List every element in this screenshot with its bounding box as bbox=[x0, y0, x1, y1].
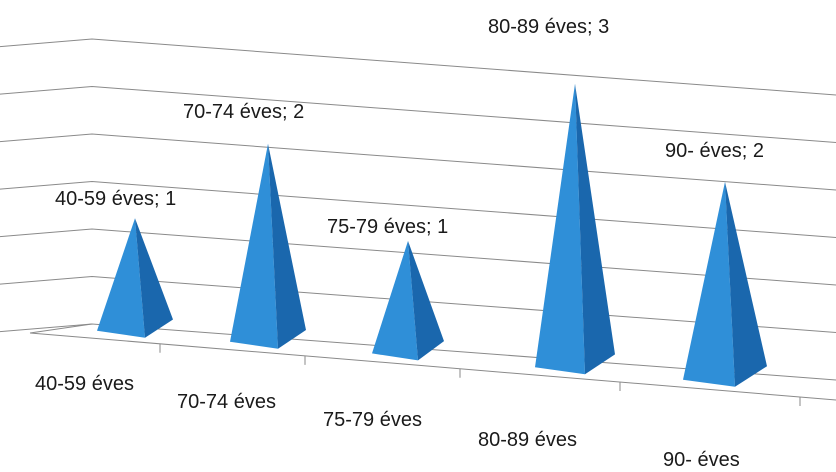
pyramid-face-front bbox=[683, 181, 735, 387]
data-labels: 40-59 éves; 1 70-74 éves; 2 75-79 éves; … bbox=[55, 16, 764, 238]
pyramid-face-front bbox=[372, 240, 418, 361]
pyramid-bar bbox=[535, 83, 615, 375]
floor-left-edge bbox=[29, 323, 93, 334]
gridline bbox=[0, 133, 836, 191]
data-label: 40-59 éves; 1 bbox=[55, 188, 176, 210]
bars bbox=[97, 83, 767, 387]
pyramid-face-front bbox=[535, 83, 585, 375]
floor-front-edge bbox=[29, 332, 836, 401]
pyramid-face-front bbox=[97, 218, 145, 338]
x-axis-tick-labels: 40-59 éves 70-74 éves 75-79 éves 80-89 é… bbox=[35, 373, 740, 471]
x-tick-label: 40-59 éves bbox=[35, 373, 134, 395]
pyramid-face-side bbox=[575, 83, 615, 375]
data-label: 80-89 éves; 3 bbox=[488, 16, 609, 38]
pyramid-face-side bbox=[268, 143, 306, 349]
pyramid-bar bbox=[230, 143, 306, 349]
x-tick-label: 90- éves bbox=[663, 449, 740, 471]
pyramid-bar bbox=[97, 218, 173, 338]
gridlines bbox=[0, 38, 836, 407]
pyramid-face-front bbox=[230, 143, 278, 349]
x-tick-label: 70-74 éves bbox=[177, 391, 276, 413]
pyramid-face-side bbox=[725, 181, 767, 387]
gridline bbox=[0, 38, 836, 96]
gridline bbox=[0, 85, 836, 143]
pyramid-face-side bbox=[135, 218, 173, 338]
data-label: 90- éves; 2 bbox=[665, 140, 764, 162]
pyramid-bar bbox=[372, 240, 444, 361]
pyramid-bar bbox=[683, 181, 767, 387]
x-tick-label: 75-79 éves bbox=[323, 409, 422, 431]
data-label: 75-79 éves; 1 bbox=[327, 216, 448, 238]
pyramid-face-side bbox=[408, 240, 444, 361]
x-tick-label: 80-89 éves bbox=[478, 429, 577, 451]
data-label: 70-74 éves; 2 bbox=[183, 101, 304, 123]
